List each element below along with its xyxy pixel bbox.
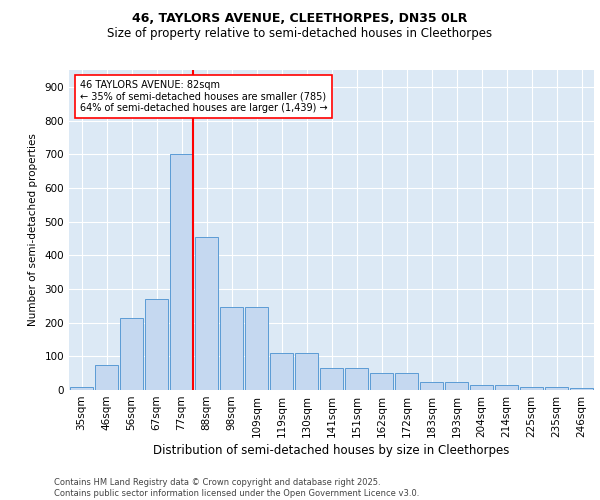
Bar bbox=[545, 386, 568, 390]
Bar bbox=[145, 299, 169, 390]
Text: Contains HM Land Registry data © Crown copyright and database right 2025.
Contai: Contains HM Land Registry data © Crown c… bbox=[54, 478, 419, 498]
Bar bbox=[295, 353, 319, 390]
Bar bbox=[70, 386, 94, 390]
Bar bbox=[245, 308, 268, 390]
Bar bbox=[320, 368, 343, 390]
Bar bbox=[344, 368, 368, 390]
Bar bbox=[569, 388, 593, 390]
X-axis label: Distribution of semi-detached houses by size in Cleethorpes: Distribution of semi-detached houses by … bbox=[154, 444, 509, 457]
Bar bbox=[370, 373, 394, 390]
Bar bbox=[170, 154, 193, 390]
Bar bbox=[520, 386, 544, 390]
Bar bbox=[269, 353, 293, 390]
Bar bbox=[494, 385, 518, 390]
Bar bbox=[395, 373, 418, 390]
Bar bbox=[95, 364, 118, 390]
Bar bbox=[470, 385, 493, 390]
Bar bbox=[419, 382, 443, 390]
Bar bbox=[220, 308, 244, 390]
Text: 46, TAYLORS AVENUE, CLEETHORPES, DN35 0LR: 46, TAYLORS AVENUE, CLEETHORPES, DN35 0L… bbox=[133, 12, 467, 26]
Bar bbox=[194, 236, 218, 390]
Y-axis label: Number of semi-detached properties: Number of semi-detached properties bbox=[28, 134, 38, 326]
Text: 46 TAYLORS AVENUE: 82sqm
← 35% of semi-detached houses are smaller (785)
64% of : 46 TAYLORS AVENUE: 82sqm ← 35% of semi-d… bbox=[79, 80, 327, 113]
Bar bbox=[119, 318, 143, 390]
Text: Size of property relative to semi-detached houses in Cleethorpes: Size of property relative to semi-detach… bbox=[107, 28, 493, 40]
Bar bbox=[445, 382, 469, 390]
